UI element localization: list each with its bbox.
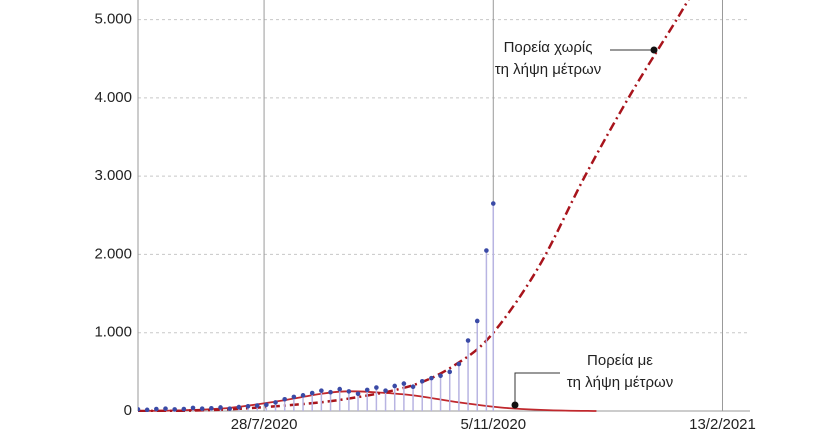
y-tick-label: 5.000 [94, 11, 132, 28]
data-point [227, 406, 232, 411]
data-point [218, 405, 223, 410]
data-point [245, 404, 251, 409]
annotation: τη λήψη μέτρων [567, 374, 673, 391]
data-point [429, 375, 434, 381]
leader-line [514, 372, 560, 405]
data-point [309, 390, 315, 396]
grid: 0 1.000 2.000 3.000 4.000 5.000 28/7/2020 5/11/… [94, 0, 756, 433]
data-point [144, 407, 150, 412]
data-point [364, 387, 370, 393]
data-point [273, 400, 278, 405]
data-point [163, 406, 168, 411]
data-point [190, 405, 196, 411]
data-point [236, 404, 242, 410]
annotation: Πορεία με [587, 352, 653, 369]
overlay: Πορεία με τη λήψη μέτρων Πορεία χωρίς τη λή… [495, 39, 673, 409]
data-point [209, 405, 214, 411]
data-point [474, 318, 480, 324]
x-tick-label: 13/2/2021 [689, 416, 756, 433]
data-point [254, 403, 260, 408]
data-point [410, 384, 416, 390]
data-point [199, 406, 205, 411]
data-point [138, 407, 141, 412]
data-point [319, 388, 324, 393]
data-point [282, 396, 287, 402]
y-tick-label: 4.000 [94, 89, 132, 106]
data-point [291, 394, 297, 400]
trend-line [138, 0, 690, 412]
data-point [355, 391, 361, 397]
annotation-dot [650, 46, 658, 54]
data-point [383, 388, 388, 393]
data-point [154, 406, 159, 412]
data-point [392, 383, 398, 389]
data-point [438, 373, 443, 379]
data-point [490, 201, 496, 206]
data-point [419, 378, 425, 384]
x-tick-label: 28/7/2020 [231, 416, 298, 433]
annotation-dot [511, 401, 519, 409]
plot-area [138, 0, 690, 412]
annotation: τη λήψη μέτρων [495, 61, 601, 78]
y-tick-label: 1.000 [94, 324, 132, 341]
annotation: Πορεία χωρίς [504, 39, 593, 56]
data-point [456, 361, 462, 367]
data-point [346, 389, 352, 394]
data-point [172, 407, 177, 412]
y-tick-label: 3.000 [94, 167, 132, 184]
data-point [328, 389, 333, 395]
data-point [401, 381, 407, 386]
data-point [337, 386, 343, 392]
data-point [181, 406, 187, 412]
y-tick-label: 2.000 [94, 245, 132, 262]
data-point [465, 338, 471, 343]
data-point [447, 369, 453, 375]
y-tick-label: 0 [124, 402, 132, 419]
trend-line [138, 390, 597, 412]
data-point [264, 402, 269, 408]
data-point [300, 393, 306, 398]
data-point [374, 385, 379, 390]
x-tick-label: 5/11/2020 [460, 416, 526, 433]
data-point [484, 248, 489, 253]
